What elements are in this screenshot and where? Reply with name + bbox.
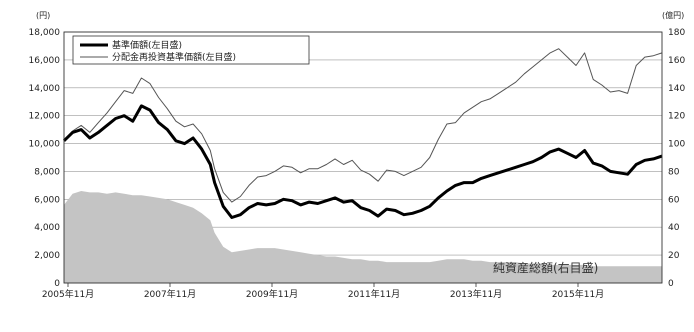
y-right-tick-label: 140 — [668, 84, 685, 94]
tick-labels: 0 0 2,000 20 4,000 40 6,000 60 8,000 80 10,000 100 1… — [29, 28, 686, 300]
y-right-tick-label: 160 — [668, 56, 685, 66]
net-assets-area-layer — [64, 191, 662, 283]
y-left-tick-label: 0 — [54, 279, 60, 289]
area-series-label: 純資産総額(右目盛) — [493, 260, 598, 275]
y-right-unit-label: (億円) — [662, 10, 684, 20]
y-right-tick-label: 20 — [668, 251, 680, 261]
x-tick-label: 2005年11月 — [42, 288, 94, 300]
y-left-tick-label: 2,000 — [34, 251, 60, 261]
x-tick-label: 2013年11月 — [450, 288, 502, 300]
legend-label-nav: 基準価額(左目盛) — [112, 39, 182, 51]
y-left-tick-label: 18,000 — [29, 28, 61, 38]
reinvested-nav-line — [63, 48, 663, 203]
y-left-tick-label: 12,000 — [29, 112, 61, 122]
y-right-tick-label: 80 — [668, 167, 680, 177]
legend-box — [72, 35, 310, 65]
y-right-tick-label: 100 — [668, 140, 685, 150]
x-tick-label: 2009年11月 — [246, 288, 298, 300]
y-left-unit-label: (円) — [36, 11, 50, 20]
y-left-tick-label: 4,000 — [34, 223, 60, 233]
legend-label-reinvested-nav: 分配金再投資基準価額(左目盛) — [112, 51, 236, 63]
price-lines-layer — [62, 48, 663, 219]
y-left-tick-label: 8,000 — [34, 167, 60, 177]
axes — [63, 31, 663, 287]
x-tick-label: 2015年11月 — [552, 288, 604, 300]
x-tick-label: 2007年11月 — [144, 288, 196, 300]
y-right-tick-label: 40 — [668, 223, 680, 233]
y-right-tick-label: 120 — [668, 112, 685, 122]
y-right-tick-label: 0 — [668, 279, 674, 289]
legend: 基準価額(左目盛) 分配金再投資基準価額(左目盛) — [72, 35, 310, 65]
plot-frame — [63, 31, 663, 284]
y-right-tick-label: 60 — [668, 195, 680, 205]
x-tick-label: 2011年11月 — [348, 288, 400, 300]
y-left-tick-label: 10,000 — [29, 140, 61, 150]
y-left-tick-label: 14,000 — [29, 84, 61, 94]
net-assets-area — [64, 191, 662, 283]
y-left-tick-label: 6,000 — [34, 195, 60, 205]
y-left-tick-label: 16,000 — [29, 56, 61, 66]
y-right-tick-label: 180 — [668, 28, 685, 38]
nav-line — [62, 104, 663, 219]
